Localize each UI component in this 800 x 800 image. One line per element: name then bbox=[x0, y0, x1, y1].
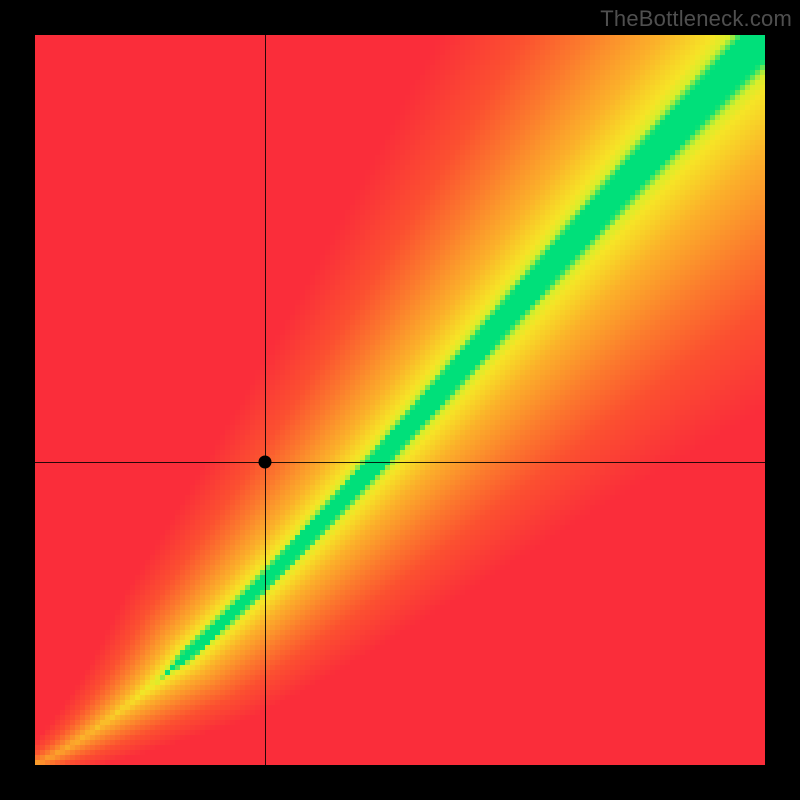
chart-container: TheBottleneck.com bbox=[0, 0, 800, 800]
crosshair-vertical bbox=[265, 35, 266, 765]
crosshair-marker bbox=[258, 456, 271, 469]
watermark-text: TheBottleneck.com bbox=[600, 6, 792, 32]
crosshair-horizontal bbox=[35, 462, 765, 463]
bottleneck-heatmap bbox=[35, 35, 765, 765]
